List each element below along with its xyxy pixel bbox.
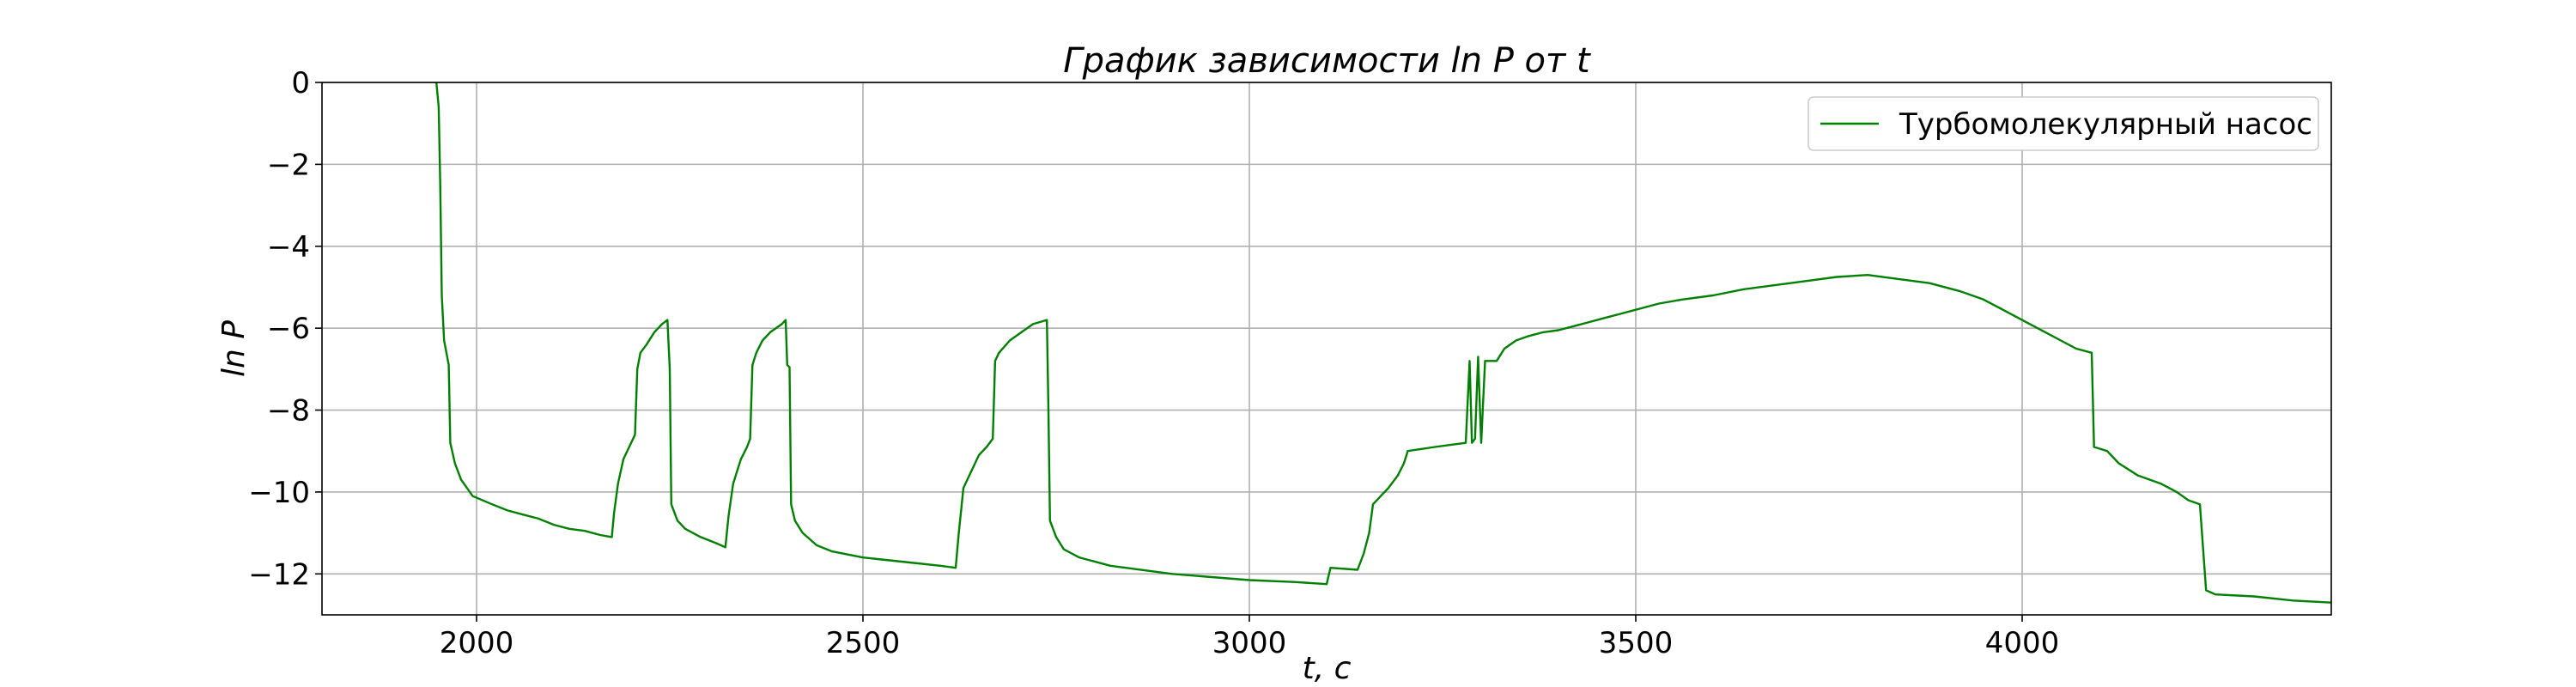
x-tick-label: 2000 — [440, 626, 514, 660]
y-tick-label: 0 — [291, 66, 310, 100]
y-axis-label: ln P — [216, 320, 252, 377]
legend-label: Турбомолекулярный насос — [1899, 107, 2312, 142]
y-tick-label: −10 — [248, 476, 310, 510]
x-tick-label: 4000 — [1985, 626, 2060, 660]
chart-title: График зависимости ln P от t — [1063, 41, 1591, 81]
x-tick-label: 3000 — [1212, 626, 1287, 660]
y-ticks: 0 −2 −4 −6 −8 −10 −12 — [248, 66, 322, 592]
x-axis-label: t, c — [1303, 651, 1352, 686]
legend-box — [1807, 96, 2319, 151]
plot-lines — [435, 82, 2332, 604]
y-tick-label: −2 — [267, 148, 310, 182]
y-tick-label: −6 — [267, 312, 310, 346]
plot-frame — [321, 82, 2332, 616]
x-tick-label: 3500 — [1599, 626, 1674, 660]
series-line-0 — [435, 82, 2332, 604]
y-tick-label: −8 — [267, 394, 310, 429]
legend: Турбомолекулярный насос — [1807, 96, 2319, 151]
y-tick-label: −4 — [267, 230, 310, 264]
grid-lines — [322, 82, 2331, 615]
x-tick-label: 2500 — [826, 626, 901, 660]
y-tick-label: −12 — [248, 557, 310, 592]
x-ticks: 2000 2500 3000 3500 4000 — [440, 615, 2060, 660]
